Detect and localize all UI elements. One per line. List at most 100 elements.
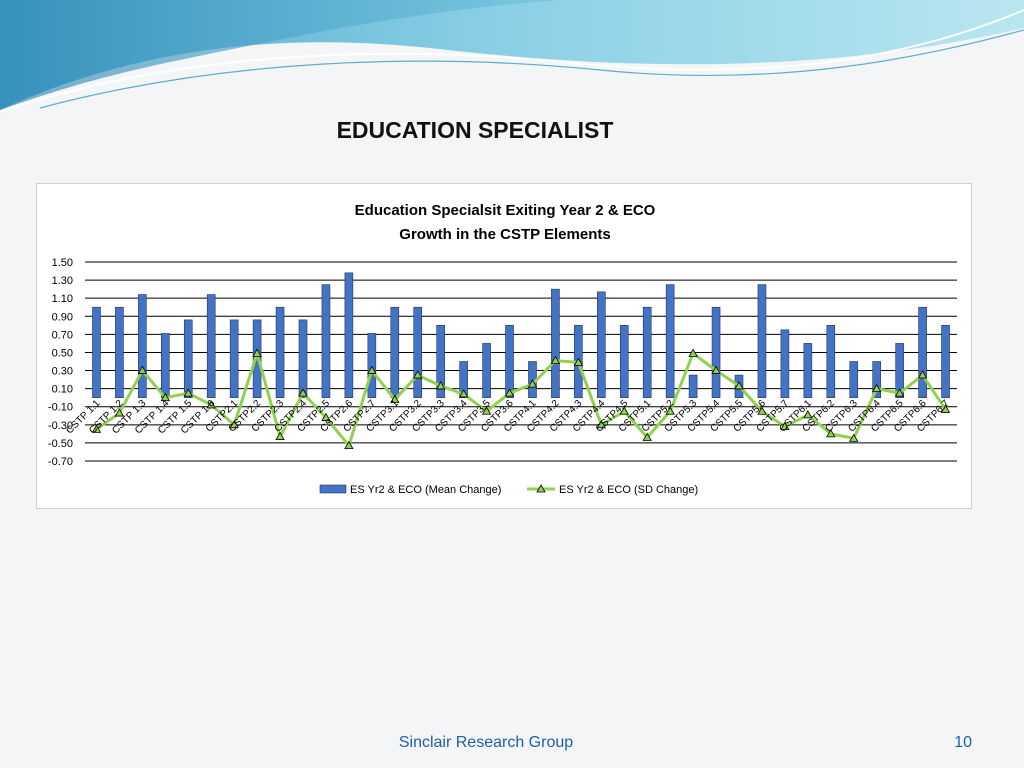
bar xyxy=(344,272,354,398)
bar xyxy=(918,306,927,398)
chart-svg: Education Specialsit Exiting Year 2 & EC… xyxy=(48,202,957,496)
sd-change-marker xyxy=(665,406,675,415)
sd-change-marker xyxy=(940,404,951,413)
y-tick-label: 0.50 xyxy=(52,347,73,359)
sd-change-marker xyxy=(734,381,744,390)
sd-change-marker xyxy=(413,370,423,379)
bar xyxy=(482,343,491,398)
bar xyxy=(390,306,400,398)
bar xyxy=(436,325,445,398)
bar xyxy=(711,306,721,398)
y-tick-label: -0.30 xyxy=(48,420,73,432)
sd-change-marker xyxy=(504,388,515,397)
bar xyxy=(642,306,652,398)
sd-change-marker xyxy=(481,406,492,415)
bar xyxy=(665,284,675,398)
sd-change-marker xyxy=(849,433,859,442)
y-tick-label: 0.90 xyxy=(52,311,73,323)
bar xyxy=(298,319,308,398)
sd-change-marker xyxy=(298,388,308,397)
sd-change-marker xyxy=(573,357,584,366)
bar xyxy=(183,319,193,398)
y-tick-label: -0.70 xyxy=(48,456,73,468)
sd-change-marker xyxy=(252,348,262,357)
legend-line-marker xyxy=(536,484,546,493)
bar xyxy=(895,343,904,398)
bar xyxy=(826,325,836,398)
y-tick-label: -0.50 xyxy=(48,438,73,450)
sd-change-marker xyxy=(894,388,905,397)
bar xyxy=(757,284,767,398)
bar xyxy=(459,361,468,398)
y-axis-tick-labels: 1.50 1.30 1.10 0.90 0.70 0.50 0.30 0.10 -0.10 -0.… xyxy=(48,257,73,468)
bar xyxy=(275,306,285,398)
header-wave-decoration xyxy=(0,0,1024,113)
bar xyxy=(619,325,629,398)
y-tick-label: 1.10 xyxy=(52,293,73,305)
sd-change-marker xyxy=(344,440,354,450)
bar xyxy=(872,361,881,398)
sd-change-marker xyxy=(160,392,171,402)
y-tick-label: 0.10 xyxy=(52,384,73,396)
sd-change-marker xyxy=(321,412,331,421)
bar-series xyxy=(92,272,950,398)
sd-change-marker xyxy=(367,365,377,374)
sd-change-marker xyxy=(114,408,125,417)
bar xyxy=(803,343,813,398)
sd-change-marker xyxy=(711,365,721,374)
bar xyxy=(367,333,377,398)
sd-change-marker xyxy=(757,406,767,415)
sd-change-marker xyxy=(458,389,469,398)
sd-change-marker xyxy=(91,424,102,433)
bar xyxy=(849,361,859,398)
bar xyxy=(941,325,950,398)
chart-title-line-2: Growth in the CSTP Elements xyxy=(399,226,610,243)
sd-change-marker xyxy=(826,429,836,438)
legend: ES Yr2 & ECO (Mean Change) ES Yr2 & ECO … xyxy=(319,484,698,496)
sd-change-marker xyxy=(619,406,629,415)
sd-change-line xyxy=(95,351,947,448)
y-tick-label: 1.50 xyxy=(52,257,73,269)
sd-change-marker xyxy=(527,379,538,388)
chart-title-line-1: Education Specialsit Exiting Year 2 & EC… xyxy=(355,202,656,219)
y-tick-label: 1.30 xyxy=(52,275,73,287)
chart-panel: Education Specialsit Exiting Year 2 & EC… xyxy=(36,183,972,509)
sd-change-marker xyxy=(435,381,446,390)
sd-change-marker xyxy=(229,420,239,429)
sd-change-marker xyxy=(275,431,285,440)
bar xyxy=(115,306,124,398)
bar xyxy=(597,291,606,398)
sd-change-marker xyxy=(390,394,400,403)
bar xyxy=(505,325,514,398)
bar xyxy=(780,329,790,398)
sd-change-marker xyxy=(642,432,652,441)
bar xyxy=(92,306,101,398)
y-tick-label: 0.30 xyxy=(52,366,73,378)
bar xyxy=(321,284,331,398)
line-series xyxy=(91,348,951,450)
bar xyxy=(161,333,170,398)
sd-change-marker xyxy=(596,420,607,429)
y-tick-label: 0.70 xyxy=(52,329,73,341)
page-number: 10 xyxy=(954,734,972,751)
sd-change-marker xyxy=(780,421,790,431)
sd-change-marker xyxy=(137,365,148,374)
sd-change-marker xyxy=(803,410,813,419)
legend-bar-label: ES Yr2 & ECO (Mean Change) xyxy=(350,484,501,496)
bar xyxy=(413,306,423,398)
sd-change-marker xyxy=(688,348,698,357)
sd-change-marker xyxy=(183,388,193,397)
bar xyxy=(206,294,216,398)
legend-line-label: ES Yr2 & ECO (SD Change) xyxy=(559,484,698,496)
slide-title: EDUCATION SPECIALIST xyxy=(336,117,614,143)
y-tick-label: -0.10 xyxy=(48,402,73,414)
bar xyxy=(688,374,698,398)
bar xyxy=(551,288,560,398)
sd-change-marker xyxy=(206,400,216,409)
sd-change-marker xyxy=(917,370,928,379)
sd-change-marker xyxy=(550,355,561,364)
footer-organization: Sinclair Research Group xyxy=(398,734,574,751)
sd-change-marker xyxy=(871,383,882,393)
bar xyxy=(229,319,239,398)
